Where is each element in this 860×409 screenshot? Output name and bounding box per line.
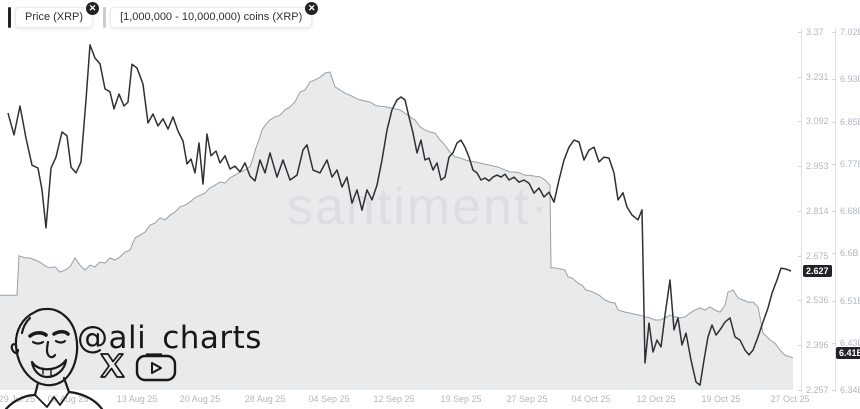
supply-axis-tick-mark — [832, 79, 836, 81]
supply-area — [0, 72, 793, 390]
price-current-badge: 2.627 — [803, 264, 832, 277]
date-tick-label: 27 Sep 25 — [506, 394, 548, 404]
price-axis-tick-mark — [798, 166, 802, 168]
price-axis-tick-mark — [798, 121, 802, 123]
date-tick-label: 19 Oct 25 — [701, 394, 741, 404]
price-axis-tick-mark — [798, 345, 802, 347]
avatar-head-line — [20, 316, 32, 335]
avatar-neck — [33, 376, 71, 397]
price-axis-tick-label: 2.396 — [806, 340, 829, 351]
supply-current-badge: 6.41B — [836, 347, 860, 360]
date-tick-label: 04 Oct 25 — [571, 394, 611, 404]
avatar — [4, 307, 104, 409]
avatar-eye-right — [54, 339, 67, 344]
price-axis-tick-mark — [798, 390, 802, 391]
price-axis-tick-label: 3.37 — [806, 27, 824, 37]
supply-axis-tick-mark — [832, 342, 836, 344]
supply-axis-tick-mark — [832, 253, 836, 255]
date-tick-label: 12 Oct 25 — [636, 394, 676, 404]
date-tick-label: 13 Aug 25 — [116, 394, 158, 404]
supply-axis-tick-label: 6.51B — [840, 295, 860, 306]
supply-axis-tick-label: 6.77B — [840, 158, 860, 169]
avatar-collar — [34, 391, 70, 408]
price-axis-tick-mark — [798, 76, 802, 78]
price-axis-tick-mark — [798, 255, 802, 257]
avatar-eyebrow-left — [28, 331, 48, 338]
supply-axis-tick-mark — [832, 163, 836, 165]
price-axis-tick-mark — [798, 210, 802, 212]
supply-axis-tick-label: 6.43B — [840, 337, 860, 348]
price-axis-line — [801, 28, 802, 392]
youtube-icon — [135, 354, 177, 382]
date-tick-label: 12 Sep 25 — [373, 394, 415, 404]
avatar-teeth — [34, 362, 64, 376]
avatar-nose — [45, 340, 57, 359]
price-axis-tick-label: 2.257 — [806, 385, 829, 395]
legend-chip-label: [1,000,000 - 10,000,000) coins (XRP) — [110, 7, 313, 28]
date-tick-label: 19 Sep 25 — [440, 394, 482, 404]
supply-axis-tick-mark — [832, 32, 836, 33]
price-axis-tick-label: 2.675 — [806, 250, 829, 261]
date-tick-label: 20 Aug 25 — [179, 394, 221, 404]
supply-axis-tick-mark — [832, 121, 836, 123]
supply-axis-tick-label: 6.6B — [840, 248, 859, 259]
price-axis-tick-label: 3.231 — [806, 71, 829, 82]
price-axis-tick-mark — [798, 300, 802, 302]
avatar-eye-left — [31, 340, 45, 345]
close-icon[interactable]: ✕ — [305, 2, 319, 15]
price-axis-tick-label: 2.953 — [806, 161, 829, 172]
supply-axis-tick-label: 6.34B — [840, 385, 860, 395]
supply-axis-tick-mark — [832, 390, 836, 391]
watermark: santiment· — [287, 178, 550, 236]
date-tick-label: 27 Oct 25 — [770, 394, 810, 404]
author-handle: @ali_charts — [77, 320, 262, 356]
supply-axis-tick-mark — [832, 300, 836, 302]
date-tick-label: 05 Aug 25 — [47, 394, 89, 404]
price-axis-tick-label: 2.814 — [806, 205, 829, 216]
avatar-eyebrow-right — [52, 329, 70, 336]
avatar-shoulders — [4, 390, 104, 409]
legend-chip-label: Price (XRP) — [15, 7, 94, 28]
avatar-ear — [10, 343, 20, 355]
supply-axis-tick-label: 7.02B — [840, 27, 860, 37]
price-line — [7, 44, 792, 386]
close-icon[interactable]: ✕ — [86, 2, 100, 15]
price-axis-tick-label: 3.092 — [806, 116, 829, 127]
supply-axis-tick-label: 6.93B — [840, 74, 860, 85]
supply-axis-line — [835, 28, 836, 392]
supply-axis-tick-label: 6.68B — [840, 206, 860, 216]
legend: Price (XRP) ✕ [1,000,000 - 10,000,000) c… — [8, 2, 319, 28]
date-tick-label: 28 Aug 25 — [244, 394, 286, 404]
price-axis-tick-mark — [798, 32, 802, 33]
series-color-bar — [103, 7, 107, 28]
legend-chip-price[interactable]: Price (XRP) ✕ — [8, 2, 100, 28]
date-tick-label: 04 Sep 25 — [308, 394, 350, 404]
supply-axis-tick-mark — [832, 211, 836, 212]
price-axis-tick-label: 2.536 — [806, 295, 829, 306]
series-color-bar — [8, 7, 11, 28]
supply-axis-tick-label: 6.85B — [840, 116, 860, 127]
legend-chip-supply[interactable]: [1,000,000 - 10,000,000) coins (XRP) ✕ — [103, 2, 319, 28]
x-logo-icon — [100, 353, 125, 378]
